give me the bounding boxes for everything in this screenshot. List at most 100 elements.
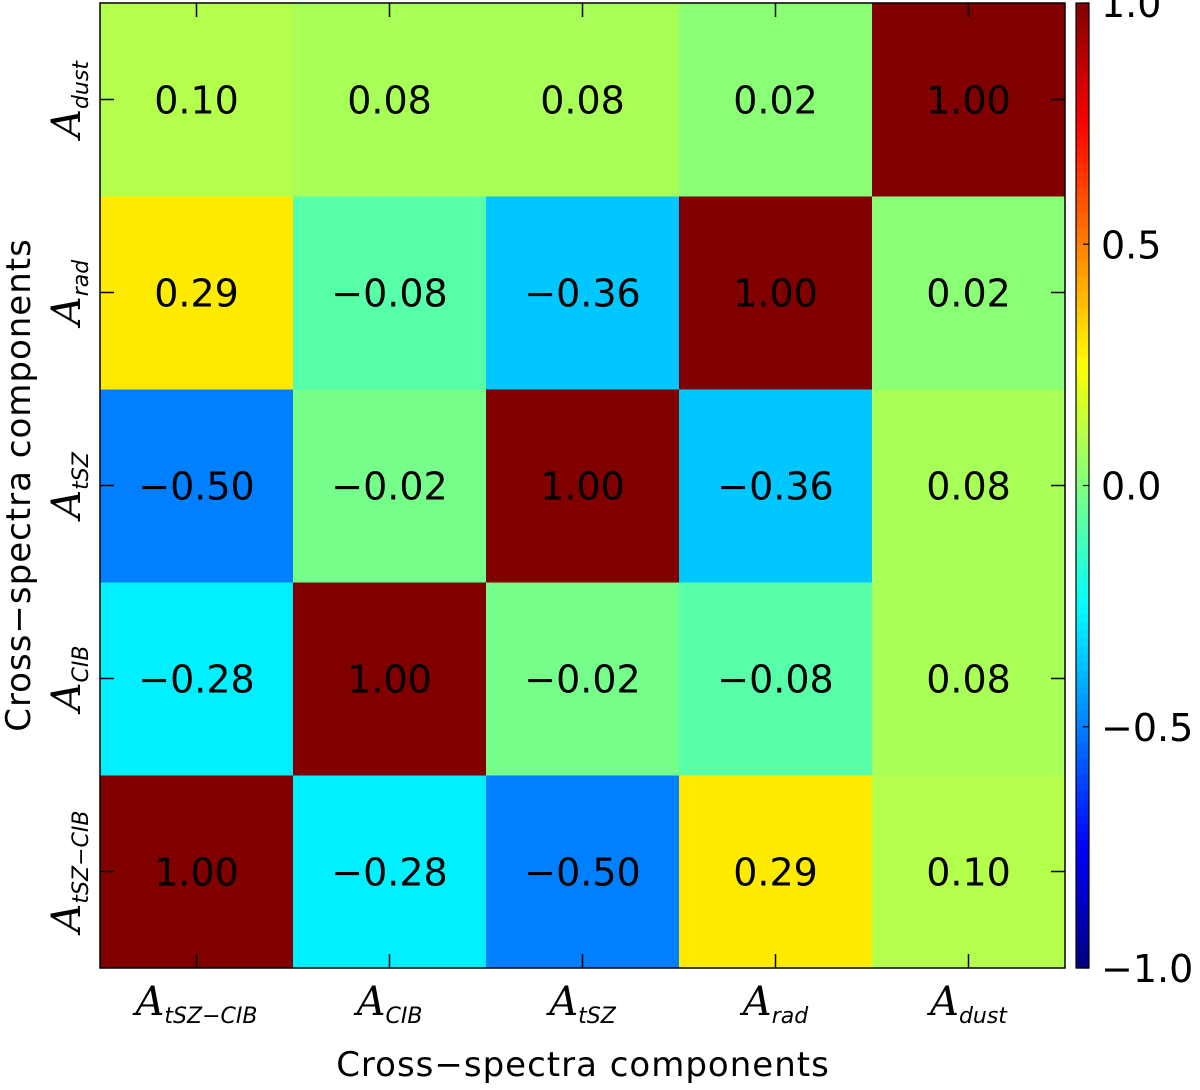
colorbar-segment xyxy=(1076,292,1089,302)
colorbar-segment xyxy=(1076,501,1089,511)
colorbar-tick-label: 1.0 xyxy=(1101,0,1161,26)
colorbar-segment xyxy=(1076,171,1089,181)
colorbar-segment xyxy=(1076,750,1089,760)
colorbar-segment xyxy=(1076,397,1089,406)
colorbar-segment xyxy=(1076,348,1089,358)
heatmap-cell xyxy=(100,582,294,776)
cell-value-label: −0.02 xyxy=(331,465,447,509)
colorbar-segment xyxy=(1076,19,1089,28)
colorbar-segment xyxy=(1076,380,1089,390)
colorbar-segment xyxy=(1076,3,1089,12)
colorbar-segment xyxy=(1076,107,1089,117)
heatmap-cell xyxy=(293,196,487,390)
colorbar-segment xyxy=(1076,244,1089,253)
colorbar-segment xyxy=(1076,35,1089,44)
colorbar-segment xyxy=(1076,91,1089,101)
y-tick-label: ACIB xyxy=(44,646,94,716)
cell-value-label: 0.29 xyxy=(154,272,239,316)
colorbar-segment xyxy=(1076,308,1089,318)
colorbar-segment xyxy=(1076,364,1089,374)
heatmap-cell xyxy=(486,775,680,969)
heatmap-cell xyxy=(293,582,487,776)
colorbar-segment xyxy=(1076,935,1089,945)
colorbar-segment xyxy=(1076,831,1089,840)
colorbar-segment xyxy=(1076,356,1089,366)
colorbar-segment xyxy=(1076,437,1089,446)
y-tick-label: AtSZ−CIB xyxy=(44,811,94,937)
colorbar-segment xyxy=(1076,614,1089,623)
colorbar-segment xyxy=(1076,260,1089,269)
colorbar-segment xyxy=(1076,372,1089,382)
colorbar-segment xyxy=(1076,509,1089,519)
cell-value-label: 0.08 xyxy=(926,658,1011,702)
colorbar-segment xyxy=(1076,300,1089,310)
cell-value-label: −0.50 xyxy=(138,465,254,509)
cell-value-label: −0.36 xyxy=(524,272,640,316)
colorbar-segment xyxy=(1076,702,1089,712)
heatmap-cell xyxy=(100,775,294,969)
cell-value-label: 0.02 xyxy=(733,79,818,123)
cell-value-label: 1.00 xyxy=(154,851,239,895)
colorbar-segment xyxy=(1076,606,1089,615)
colorbar-segment xyxy=(1076,863,1089,873)
colorbar-segment xyxy=(1076,927,1089,937)
heatmap-cell xyxy=(679,775,873,969)
x-tick-label: ACIB xyxy=(353,979,423,1029)
colorbar-segment xyxy=(1076,429,1089,438)
cell-value-label: −0.50 xyxy=(524,851,640,895)
colorbar-segment xyxy=(1076,268,1089,278)
colorbar-segment xyxy=(1076,742,1089,752)
cell-value-label: 0.29 xyxy=(733,851,818,895)
colorbar-segment xyxy=(1076,887,1089,897)
y-tick-label: Adust xyxy=(44,60,94,142)
colorbar-segment xyxy=(1076,461,1089,471)
heatmap-cell xyxy=(679,3,873,197)
colorbar-tick-label: −0.5 xyxy=(1101,706,1193,750)
heatmap-cell xyxy=(100,196,294,390)
heatmap-cell xyxy=(872,389,1066,583)
colorbar-tick-label: 0.5 xyxy=(1101,223,1161,267)
cell-value-label: 0.08 xyxy=(540,79,625,123)
colorbar-segment xyxy=(1076,686,1089,696)
colorbar-segment xyxy=(1076,775,1089,784)
colorbar-segment xyxy=(1076,847,1089,857)
colorbar-segment xyxy=(1076,839,1089,848)
colorbar-segment xyxy=(1076,453,1089,462)
x-tick-label: Adust xyxy=(926,979,1008,1029)
heatmap-cell xyxy=(100,3,294,197)
cell-value-label: −0.28 xyxy=(138,658,254,702)
heatmap-cell xyxy=(293,3,487,197)
colorbar-segment xyxy=(1076,951,1089,961)
colorbar-segment xyxy=(1076,525,1089,535)
colorbar-segment xyxy=(1076,799,1089,808)
cell-value-label: −0.36 xyxy=(717,465,833,509)
heatmap-cell xyxy=(100,389,294,583)
cell-value-label: 0.02 xyxy=(926,272,1011,316)
colorbar-segment xyxy=(1076,389,1089,398)
y-tick-label: Arad xyxy=(44,259,94,329)
colorbar-segment xyxy=(1076,131,1089,141)
colorbar-segment xyxy=(1076,678,1089,688)
heatmap-cells xyxy=(100,3,1066,969)
colorbar-segment xyxy=(1076,405,1089,414)
colorbar-segment xyxy=(1076,332,1089,342)
heatmap-cell xyxy=(679,582,873,776)
colorbar-segment xyxy=(1076,236,1089,245)
colorbar-segment xyxy=(1076,815,1089,824)
colorbar-segment xyxy=(1076,67,1089,76)
colorbar-segment xyxy=(1076,783,1089,792)
colorbar-segment xyxy=(1076,196,1089,205)
colorbar-segment xyxy=(1076,791,1089,800)
colorbar-segment xyxy=(1076,139,1089,149)
heatmap-cell xyxy=(293,775,487,969)
colorbar-segment xyxy=(1076,541,1089,551)
colorbar-segment xyxy=(1076,582,1089,591)
heatmap-cell xyxy=(679,389,873,583)
colorbar-segment xyxy=(1076,758,1089,768)
colorbar-segment xyxy=(1076,622,1089,631)
colorbar-tick-label: 0.0 xyxy=(1101,465,1161,509)
colorbar-segment xyxy=(1076,445,1089,454)
colorbar-segment xyxy=(1076,421,1089,430)
colorbar-segment xyxy=(1076,895,1089,905)
